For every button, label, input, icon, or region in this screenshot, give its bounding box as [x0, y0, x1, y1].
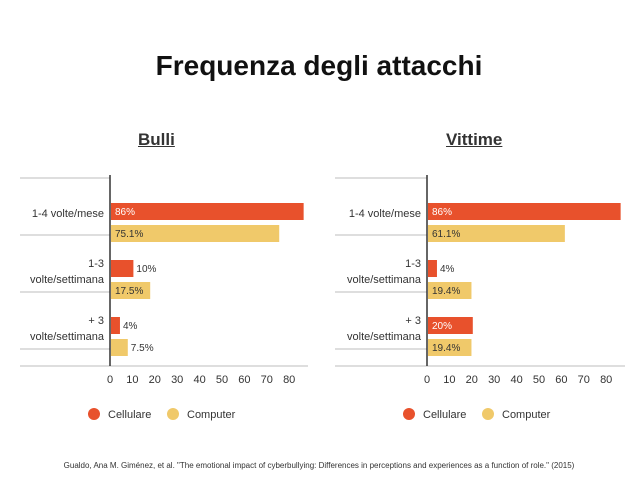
- x-tick-label: 0: [107, 374, 113, 386]
- bar-computer: [428, 225, 565, 242]
- chart-title-vittime: Vittime: [446, 130, 503, 149]
- category-label: 1-4 volte/mese: [349, 208, 421, 220]
- data-label: 61.1%: [432, 229, 460, 240]
- x-tick-label: 0: [424, 374, 430, 386]
- data-label: 4%: [123, 321, 138, 332]
- category-label: volte/settimana: [30, 274, 105, 286]
- x-tick-label: 20: [149, 374, 161, 386]
- category-label: volte/settimana: [347, 331, 422, 343]
- category-label: volte/settimana: [30, 331, 105, 343]
- data-label: 86%: [115, 207, 135, 218]
- x-tick-label: 10: [443, 374, 455, 386]
- x-tick-label: 70: [261, 374, 273, 386]
- bar-cellulare: [428, 317, 473, 334]
- category-label: 1-4 volte/mese: [32, 208, 104, 220]
- legend-marker-computer: [482, 408, 494, 420]
- data-label: 20%: [432, 321, 452, 332]
- bar-computer: [111, 282, 151, 299]
- legend-marker-cellulare: [403, 408, 415, 420]
- data-label: 19.4%: [432, 343, 460, 354]
- legend-label-cellulare: Cellulare: [108, 409, 151, 421]
- chart-title-bulli: Bulli: [138, 130, 175, 149]
- legend-marker-cellulare: [88, 408, 100, 420]
- legend-label-computer: Computer: [502, 409, 551, 421]
- bar-cellulare: [428, 260, 437, 277]
- category-label: + 3: [88, 315, 104, 327]
- x-tick-label: 10: [126, 374, 138, 386]
- data-label: 75.1%: [115, 229, 143, 240]
- data-label: 4%: [440, 264, 455, 275]
- slide-title: Frequenza degli attacchi: [155, 50, 483, 81]
- legend-label-computer: Computer: [187, 409, 236, 421]
- bar-computer: [111, 225, 280, 242]
- legend-marker-computer: [167, 408, 179, 420]
- bar-computer: [428, 282, 472, 299]
- x-tick-label: 80: [600, 374, 612, 386]
- bar-cellulare: [111, 203, 304, 220]
- category-label: + 3: [405, 315, 421, 327]
- x-tick-label: 40: [510, 374, 522, 386]
- category-label: 1-3: [405, 258, 421, 270]
- x-tick-label: 50: [533, 374, 545, 386]
- data-label: 19.4%: [432, 286, 460, 297]
- bar-computer: [428, 339, 472, 356]
- x-tick-label: 30: [171, 374, 183, 386]
- bar-cellulare: [111, 317, 120, 334]
- x-tick-label: 50: [216, 374, 228, 386]
- category-label: volte/settimana: [347, 274, 422, 286]
- x-tick-label: 70: [578, 374, 590, 386]
- legend-label-cellulare: Cellulare: [423, 409, 466, 421]
- category-label: 1-3: [88, 258, 104, 270]
- data-label: 10%: [136, 264, 156, 275]
- x-tick-label: 20: [466, 374, 478, 386]
- x-tick-label: 40: [193, 374, 205, 386]
- data-label: 7.5%: [131, 343, 154, 354]
- data-label: 17.5%: [115, 286, 143, 297]
- bar-cellulare: [428, 203, 621, 220]
- x-tick-label: 60: [238, 374, 250, 386]
- citation: Gualdo, Ana M. Giménez, et al. "The emot…: [63, 461, 575, 470]
- bar-cellulare: [111, 260, 134, 277]
- bar-computer: [111, 339, 128, 356]
- data-label: 86%: [432, 207, 452, 218]
- x-tick-label: 80: [283, 374, 295, 386]
- x-tick-label: 60: [555, 374, 567, 386]
- x-tick-label: 30: [488, 374, 500, 386]
